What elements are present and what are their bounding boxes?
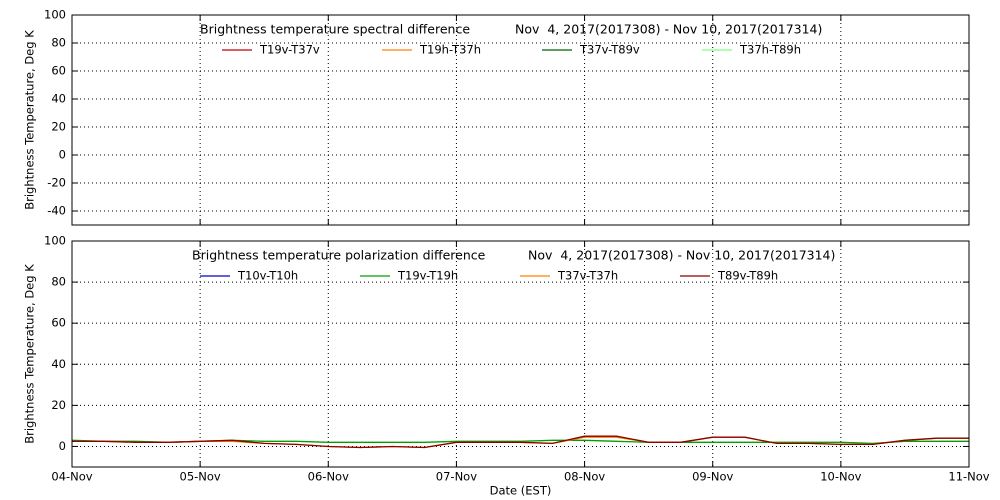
- series-line: [72, 435, 969, 449]
- legend-label: T37h-T89h: [739, 43, 801, 57]
- plot-frame: [71, 240, 970, 468]
- x-tick-label: 09-Nov: [692, 470, 733, 484]
- y-tick-label: 100: [44, 234, 66, 248]
- legend-label: T19v-T19h: [397, 269, 458, 283]
- chart-subtitle: Nov 4, 2017(2017308) - Nov 10, 2017(2017…: [515, 22, 822, 37]
- y-tick-label: -40: [47, 204, 66, 218]
- y-tick-label: 40: [51, 357, 66, 371]
- x-axis-label: Date (EST): [490, 484, 552, 498]
- legend-label: T37v-T37h: [557, 269, 618, 283]
- x-tick-label: 07-Nov: [436, 470, 477, 484]
- legend-label: T19v-T37v: [259, 43, 320, 57]
- legend-label: T19h-T37h: [419, 43, 481, 57]
- chart-title: Brightness temperature polarization diff…: [192, 248, 486, 263]
- y-axis-label: Brightness Temperature, Deg K: [23, 30, 37, 210]
- y-tick-label: -20: [47, 176, 66, 190]
- y-tick-label: 40: [51, 92, 66, 106]
- y-tick-label: 60: [51, 316, 66, 330]
- x-tick-label: 04-Nov: [51, 470, 92, 484]
- x-tick-label: 06-Nov: [308, 470, 349, 484]
- y-tick-label: 80: [51, 36, 66, 50]
- chart-subtitle: Nov 4, 2017(2017308) - Nov 10, 2017(2017…: [528, 248, 835, 263]
- y-tick-label: 60: [51, 64, 66, 78]
- y-tick-label: 20: [51, 120, 66, 134]
- y-tick-label: 0: [59, 439, 66, 453]
- x-tick-label: 11-Nov: [948, 470, 989, 484]
- legend-label: T37v-T89v: [579, 43, 640, 57]
- y-tick-label: 0: [59, 148, 66, 162]
- y-tick-label: 20: [51, 398, 66, 412]
- plot-frame: [71, 14, 970, 226]
- x-tick-label: 08-Nov: [564, 470, 605, 484]
- x-tick-label: 05-Nov: [180, 470, 221, 484]
- x-tick-label: 10-Nov: [820, 470, 861, 484]
- y-tick-label: 100: [44, 8, 66, 22]
- legend-label: T10v-T10h: [237, 269, 298, 283]
- chart-title: Brightness temperature spectral differen…: [200, 22, 470, 37]
- y-axis-label: Brightness Temperature, Deg K: [23, 264, 37, 444]
- legend-label: T89v-T89h: [717, 269, 778, 283]
- y-tick-label: 80: [51, 275, 66, 289]
